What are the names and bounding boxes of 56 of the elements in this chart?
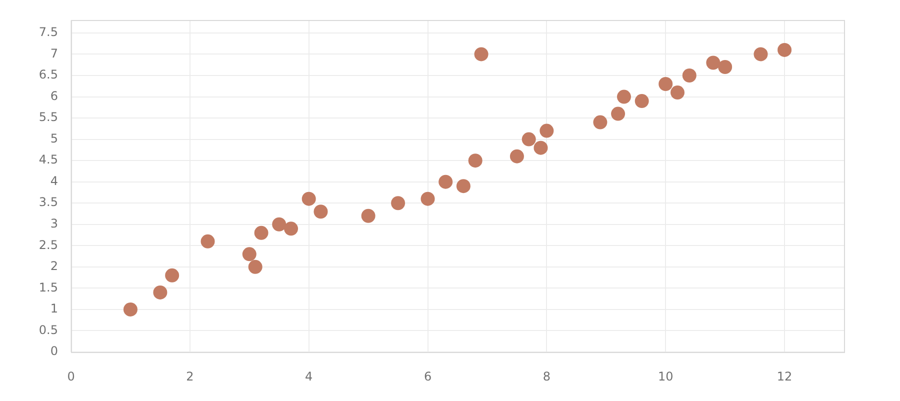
x-tick-label: 0 — [67, 369, 75, 384]
y-tick-label: 2.5 — [38, 238, 58, 252]
y-tick-label: 3 — [50, 216, 58, 231]
x-tick-label: 2 — [186, 369, 194, 384]
point — [706, 56, 720, 70]
point — [123, 302, 138, 316]
y-tick-label: 2 — [50, 259, 58, 274]
y-tick-label: 7 — [50, 46, 58, 60]
point — [778, 42, 792, 57]
y-tick-label: 5.5 — [38, 110, 58, 124]
point — [611, 106, 626, 121]
y-tick-label: 0 — [50, 344, 58, 358]
point — [658, 77, 673, 92]
y-tick-label: 6 — [50, 88, 58, 103]
point — [391, 196, 406, 210]
x-tick-label: 10 — [658, 369, 674, 384]
y-tick-label: 6.5 — [38, 68, 58, 82]
point — [522, 132, 536, 146]
y-tick-label: 4 — [50, 174, 58, 188]
point — [302, 192, 316, 206]
point — [200, 234, 215, 248]
point — [314, 204, 328, 219]
point — [468, 154, 482, 168]
point — [510, 149, 524, 164]
point — [438, 174, 453, 189]
y-tick-label: 3.5 — [38, 195, 58, 210]
point — [670, 86, 685, 100]
point — [718, 60, 732, 74]
y-tick-label: 5 — [50, 131, 58, 146]
point — [634, 94, 649, 108]
point — [474, 47, 488, 62]
point — [242, 247, 256, 262]
point — [593, 115, 608, 130]
x-tick-label: 12 — [776, 369, 792, 384]
y-tick-label: 0.5 — [38, 322, 58, 337]
x-tick-label: 6 — [424, 369, 432, 384]
y-tick-label: 1 — [50, 302, 58, 316]
point — [165, 268, 180, 282]
point — [682, 68, 696, 82]
point — [254, 226, 268, 240]
y-tick-label: 4.5 — [38, 152, 58, 167]
point — [420, 192, 435, 206]
y-tick-label: 1.5 — [38, 280, 58, 294]
point — [540, 124, 554, 138]
point — [534, 140, 548, 155]
point — [754, 47, 768, 62]
point — [272, 217, 286, 232]
point — [284, 222, 298, 236]
y-tick-label: 7.5 — [38, 25, 58, 40]
x-tick-label: 8 — [542, 369, 551, 384]
point — [153, 285, 168, 300]
x-tick-label: 4 — [305, 369, 313, 384]
point — [616, 90, 631, 104]
point — [456, 179, 470, 194]
point — [361, 208, 376, 223]
point — [248, 260, 262, 274]
